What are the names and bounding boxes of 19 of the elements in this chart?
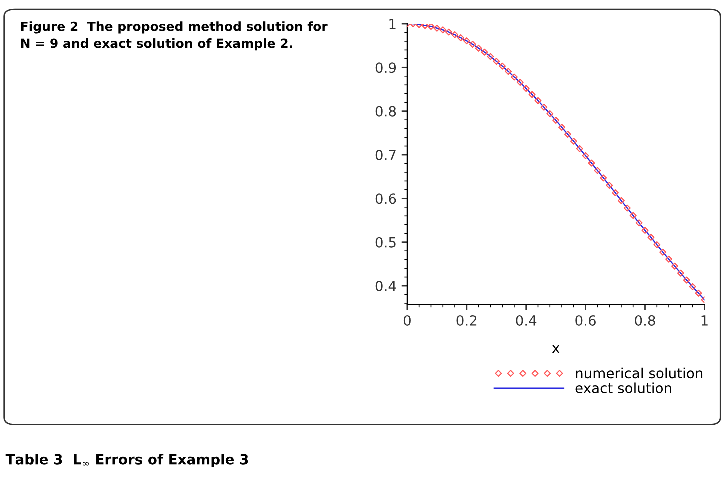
legend-label: numerical solution [576, 368, 703, 379]
y-tick-label: 0.7 [376, 150, 396, 160]
x-tick-label: 0.4 [516, 315, 537, 326]
y-tick-label: 0.9 [376, 62, 396, 74]
x-tick-label: 0.2 [456, 315, 477, 326]
line-series [407, 24, 705, 301]
y-tick-label: 0.6 [376, 194, 396, 204]
x-tick-label: 1 [702, 316, 708, 326]
caption: Table 3 L$_{∞}$ Errors of Example 3 [6, 454, 248, 468]
text: Figure 2 The proposed method solution for N = 9 and exact solution of Example 2. [21, 22, 328, 51]
y-tick-label: 0.8 [376, 106, 396, 117]
y-tick-label: 1 [390, 19, 396, 30]
x-tick-label: 0.8 [635, 315, 656, 326]
y-tick-label: 0.5 [376, 237, 396, 248]
y-tick-label: 0.4 [376, 280, 396, 292]
x-tick-label: 0 [404, 315, 411, 326]
x-tick-label: 0.6 [576, 315, 596, 326]
x-axis-title: x [552, 346, 560, 354]
legend-label: exact solution [576, 382, 672, 394]
